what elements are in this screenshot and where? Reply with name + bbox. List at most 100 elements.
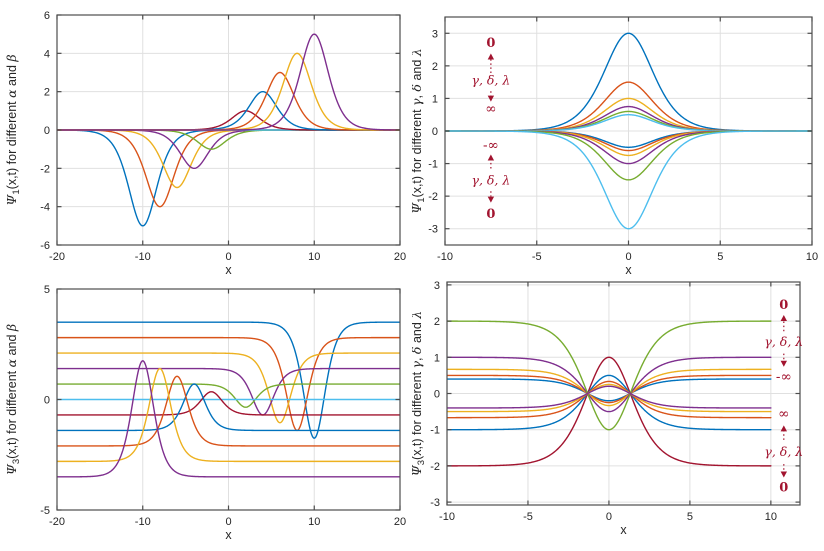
annotation-text: 0 [486,207,495,222]
y-tick-label: -3 [430,497,440,509]
y-axis-label: Ψ3(x,t) for different γ, δ and λ [412,311,427,476]
grid-lines [447,282,800,505]
x-tick-label: -20 [49,516,65,528]
series-line-3 [57,367,400,416]
annotation-column: ∞ γ, δ, λ 0 [764,406,803,495]
x-tick-label: 10 [308,516,320,528]
y-tick-label: -2 [430,461,440,473]
x-tick-label: 10 [806,251,818,263]
x-tick-label: 0 [225,251,231,263]
x-tick-label: 0 [606,511,612,523]
y-tick-label: -5 [40,505,50,517]
series-line-10 [57,33,400,131]
y-tick-label: 2 [432,61,438,73]
annotation-arrowhead-up [487,154,495,161]
series-line-1 [57,336,400,432]
annotation-column: -∞ γ, δ, λ 0 [471,138,510,222]
annotation-arrowhead-down [780,360,788,367]
series-line-7 [447,380,772,419]
y-tick-label: 3 [432,28,438,40]
series-line-11 [445,130,812,230]
y-tick-label: 6 [44,10,50,22]
annotation-arrowhead-up [487,53,495,60]
y-tick-label: 2 [434,316,440,328]
series-group [447,320,772,467]
series-line-8 [57,375,400,447]
annotation-text: -∞ [483,138,499,154]
y-tick-label: -6 [40,240,50,252]
x-axis-label: x [620,523,627,537]
annotation-text: γ, δ, λ [764,334,803,349]
series-line-8 [447,383,772,413]
y-tick-label: 1 [434,352,440,364]
x-tick-label: -10 [135,251,151,263]
series-line-4 [447,320,772,431]
x-tick-label: 10 [765,511,777,523]
series-line-4 [57,383,400,408]
x-tick-label: -10 [437,251,453,263]
series-group [445,32,812,230]
x-tick-label: 5 [717,251,723,263]
series-line-7 [57,383,400,432]
x-tick-label: -5 [523,511,533,523]
x-tick-label: -10 [439,511,455,523]
series-line-1 [447,374,772,404]
series-line-0 [57,321,400,439]
annotation-text: ∞ [778,406,789,422]
y-tick-label: 5 [44,284,50,296]
x-tick-label: 10 [308,251,320,263]
y-tick-label: 0 [434,389,440,401]
x-tick-label: -5 [532,251,542,263]
x-tick-label: 0 [625,251,631,263]
x-tick-label: 5 [687,511,693,523]
y-tick-label: 2 [44,87,50,99]
chart-bottom-left: -20 -10 0 10 20 -5 0 5 x Ψ3(x,t) for different α … [4,284,406,542]
y-tick-label: -3 [428,224,438,236]
y-tick-label: -1 [430,425,440,437]
y-axis-label: Ψ3(x,t) for different α and β [4,324,22,475]
x-tick-label: -20 [49,251,65,263]
y-tick-label: 0 [44,395,50,407]
y-tick-label: 4 [44,48,50,60]
x-tick-label: -10 [135,516,151,528]
annotation-arrowhead-up [780,314,788,321]
series-line-9 [57,367,400,463]
series-line-6 [447,374,772,431]
annotation-text: γ, δ, λ [764,444,803,459]
series-line-10 [57,360,400,478]
annotation-arrowhead-down [487,95,495,102]
x-axis-label: x [625,263,632,275]
annotation-text: ∞ [485,101,496,117]
x-tick-label: 0 [225,516,231,528]
annotation-text: 0 [779,298,788,313]
series-line-5 [447,356,772,467]
y-axis-label: Ψ1(x,t) for different α and β [4,54,22,205]
y-tick-label: 0 [432,126,438,138]
y-tick-label: 3 [434,280,440,292]
y-tick-label: -2 [428,191,438,203]
x-axis-label: x [225,528,232,542]
annotation-text: 0 [779,481,788,496]
series-line-2 [447,368,772,407]
annotation-text: 0 [486,36,495,51]
y-tick-label: -1 [428,159,438,171]
series-line-9 [447,385,772,409]
series-group [57,321,400,478]
series-line-6 [57,391,400,416]
series-line-2 [57,352,400,424]
y-tick-label: -2 [40,163,50,175]
x-tick-label: 20 [394,516,406,528]
x-tick-label: 20 [394,251,406,263]
series-line-3 [447,356,772,413]
annotation-text: γ, δ, λ [471,73,510,88]
x-axis-label: x [225,263,232,275]
y-tick-label: 0 [44,125,50,137]
annotation-text: γ, δ, λ [471,173,510,188]
y-tick-label: -4 [40,202,50,214]
annotation-column: 0 γ, δ, λ -∞ [764,298,803,385]
